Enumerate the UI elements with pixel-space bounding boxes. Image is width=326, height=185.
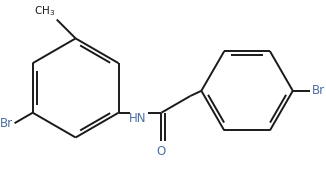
- Text: O: O: [157, 145, 166, 158]
- Text: Br: Br: [312, 84, 325, 97]
- Text: Br: Br: [0, 117, 13, 130]
- Text: HN: HN: [129, 112, 147, 125]
- Text: CH$_3$: CH$_3$: [34, 4, 55, 18]
